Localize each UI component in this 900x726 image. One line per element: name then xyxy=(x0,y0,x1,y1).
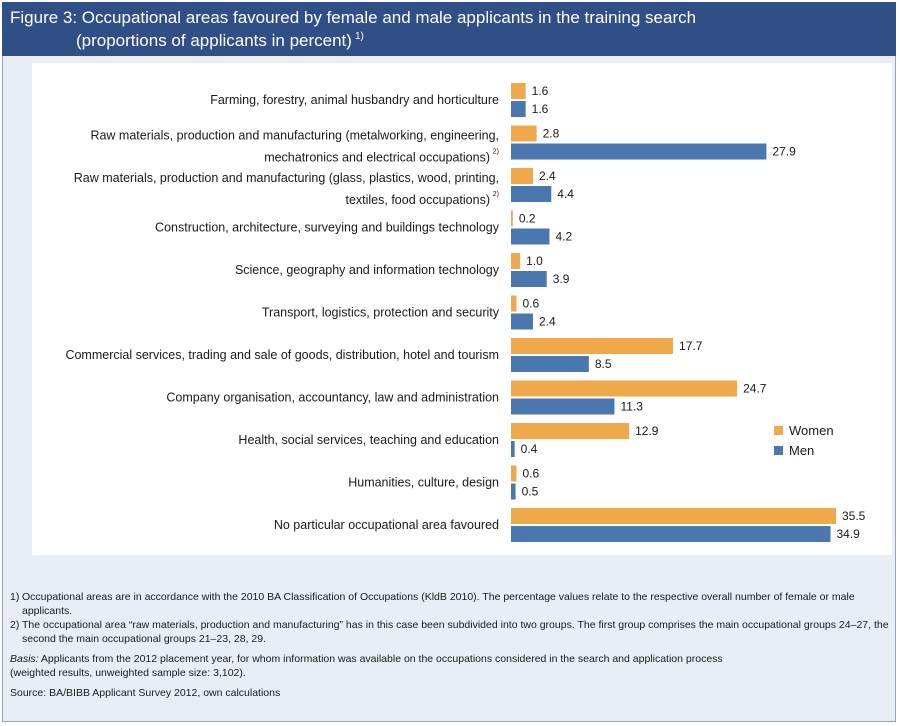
category-label-11: No particular occupational area favoured xyxy=(274,518,499,532)
bar-chart: Farming, forestry, animal husbandry and … xyxy=(65,83,866,542)
men-value-label-2: 27.9 xyxy=(772,145,796,159)
footnote-1-number: 1) xyxy=(10,591,20,603)
women-bar-4 xyxy=(511,210,513,227)
men-value-label-3: 4.4 xyxy=(557,187,574,201)
figure-title: Figure 3: Occupational areas favoured by… xyxy=(10,8,697,27)
legend-label-women: Women xyxy=(789,423,834,438)
men-bar-11 xyxy=(511,526,831,542)
women-value-label-8: 24.7 xyxy=(743,382,767,396)
category-label-5: Science, geography and information techn… xyxy=(235,263,500,277)
legend-swatch-men xyxy=(774,446,783,455)
footnotes: 1) Occupational areas are in accordance … xyxy=(10,590,890,700)
women-bar-6 xyxy=(511,295,517,312)
women-bar-1 xyxy=(511,83,526,99)
men-value-label-5: 3.9 xyxy=(553,272,570,286)
figure-subtitle-text: (proportions of applicants in percent) xyxy=(76,31,352,50)
men-bar-3 xyxy=(511,186,552,202)
category-label-6: Transport, logistics, protection and sec… xyxy=(262,306,500,320)
women-value-label-10: 0.6 xyxy=(522,467,539,481)
women-value-label-1: 1.6 xyxy=(532,84,549,98)
women-value-label-5: 1.0 xyxy=(526,254,543,268)
category-label-2: Raw materials, production and manufactur… xyxy=(90,129,499,165)
basis-label: Basis: xyxy=(10,653,39,665)
men-value-label-1: 1.6 xyxy=(532,102,549,116)
men-bar-9 xyxy=(511,441,515,457)
women-value-label-2: 2.8 xyxy=(543,127,560,141)
women-value-label-9: 12.9 xyxy=(635,424,659,438)
footnote-1: 1) Occupational areas are in accordance … xyxy=(10,590,890,618)
women-value-label-7: 17.7 xyxy=(679,339,703,353)
footnote-2-text: The occupational area “raw materials, pr… xyxy=(22,619,889,645)
men-value-label-8: 11.3 xyxy=(620,400,643,414)
footnote-2: 2) The occupational area “raw materials,… xyxy=(10,618,890,646)
category-footnote-mark-2: 2) xyxy=(493,149,499,156)
women-value-label-11: 35.5 xyxy=(842,509,866,523)
men-value-label-7: 8.5 xyxy=(595,357,612,371)
women-bar-7 xyxy=(511,338,674,354)
category-label-10: Humanities, culture, design xyxy=(348,476,499,490)
basis-text-2: (weighted results, unweighted sample siz… xyxy=(10,667,246,679)
women-bar-2 xyxy=(511,125,537,142)
category-label-8: Company organisation, accountancy, law a… xyxy=(166,391,499,405)
figure-header: Figure 3: Occupational areas favoured by… xyxy=(2,2,896,56)
men-value-label-11: 34.9 xyxy=(837,527,861,541)
footnote-2-number: 2) xyxy=(10,619,20,631)
women-bar-8 xyxy=(511,380,738,397)
women-bar-10 xyxy=(511,465,517,482)
men-value-label-6: 2.4 xyxy=(539,315,556,329)
women-bar-3 xyxy=(511,168,533,184)
men-bar-6 xyxy=(511,313,533,330)
women-bar-5 xyxy=(511,253,521,269)
footnote-1-text: Occupational areas are in accordance wit… xyxy=(22,591,855,617)
men-value-label-4: 4.2 xyxy=(555,230,572,244)
category-footnote-mark-3: 2) xyxy=(493,191,499,198)
men-value-label-9: 0.4 xyxy=(521,442,538,456)
legend-swatch-women xyxy=(774,426,783,435)
category-label-7: Commercial services, trading and sale of… xyxy=(65,348,499,362)
figure-subtitle: (proportions of applicants in percent) 1) xyxy=(76,31,364,51)
basis-note: Basis: Applicants from the 2012 placemen… xyxy=(10,652,890,680)
men-value-label-10: 0.5 xyxy=(522,485,539,499)
category-label-3: Raw materials, production and manufactur… xyxy=(74,171,499,207)
chart-panel: Farming, forestry, animal husbandry and … xyxy=(32,63,892,555)
women-bar-9 xyxy=(511,423,630,439)
figure-subtitle-footnote-mark: 1) xyxy=(354,31,364,43)
men-bar-7 xyxy=(511,356,589,372)
men-bar-10 xyxy=(511,483,516,500)
men-bar-2 xyxy=(511,143,767,160)
men-bar-8 xyxy=(511,398,615,415)
men-bar-1 xyxy=(511,101,526,117)
legend-label-men: Men xyxy=(789,443,814,458)
women-value-label-6: 0.6 xyxy=(522,297,539,311)
men-bar-4 xyxy=(511,228,550,245)
women-value-label-4: 0.2 xyxy=(519,212,536,226)
source-note: Source: BA/BIBB Applicant Survey 2012, o… xyxy=(10,687,281,699)
category-label-9: Health, social services, teaching and ed… xyxy=(238,433,499,447)
women-bar-11 xyxy=(511,508,836,524)
basis-text: Applicants from the 2012 placement year,… xyxy=(38,653,723,665)
men-bar-5 xyxy=(511,271,547,287)
category-label-1: Farming, forestry, animal husbandry and … xyxy=(210,93,499,107)
category-label-4: Construction, architecture, surveying an… xyxy=(155,221,500,235)
women-value-label-3: 2.4 xyxy=(539,169,556,183)
